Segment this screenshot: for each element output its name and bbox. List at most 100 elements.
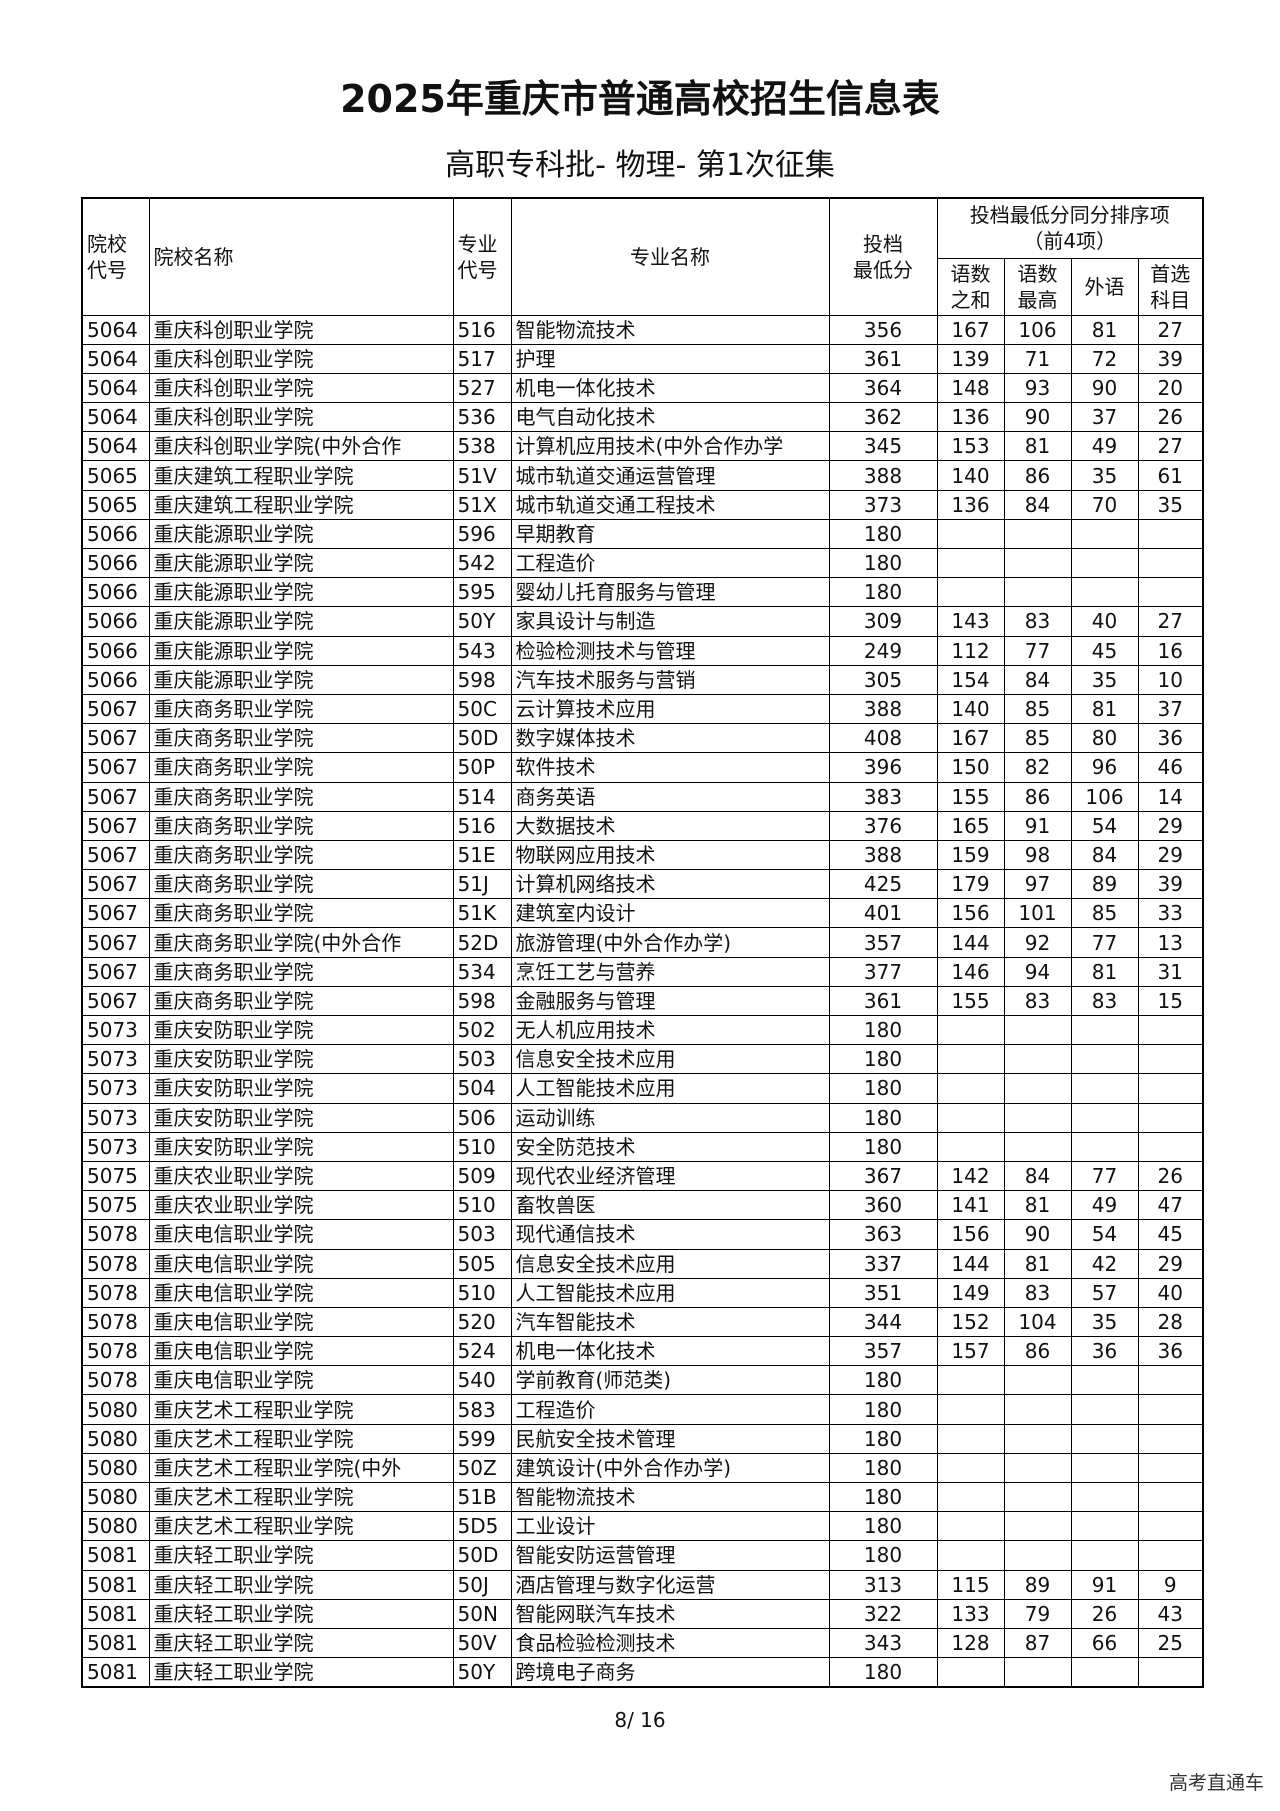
subtitle: 高职专科批- 物理- 第1次征集 — [445, 148, 835, 183]
table-cell: 重庆科创职业学院 — [148, 372, 454, 404]
table-cell — [1137, 1481, 1204, 1513]
table-cell: 40 — [1070, 606, 1139, 637]
table-cell — [1003, 1102, 1072, 1133]
table-cell: 重庆农业职业学院 — [148, 1160, 454, 1192]
table-row: 5081 重庆轻工职业学院 50N 智能网联汽车技术 322 133 79 26 43 — [81, 1598, 1204, 1629]
table-cell: 39 — [1137, 869, 1204, 900]
table-cell — [1003, 547, 1072, 579]
table-cell: 363 — [828, 1219, 938, 1250]
table-cell: 360 — [828, 1190, 938, 1221]
table-cell: 畜牧兽医 — [510, 1190, 830, 1221]
table-cell — [1070, 1014, 1139, 1046]
table-cell: 5067 — [81, 723, 150, 754]
table-cell: 361 — [828, 343, 938, 374]
table-cell: 重庆商务职业学院 — [148, 839, 454, 871]
table-cell: 337 — [828, 1248, 938, 1279]
table-cell: 524 — [452, 1336, 512, 1367]
table-cell — [1070, 1511, 1139, 1542]
table-cell: 83 — [1070, 985, 1139, 1017]
table-cell: 61 — [1137, 460, 1204, 491]
table-cell: 5066 — [81, 664, 150, 695]
table-cell: 5065 — [81, 489, 150, 520]
table-cell: 42 — [1070, 1248, 1139, 1279]
table-cell: 36 — [1137, 723, 1204, 754]
table-cell — [1003, 1014, 1072, 1046]
table-cell: 180 — [828, 1481, 938, 1513]
table-cell: 180 — [828, 1044, 938, 1075]
table-cell: 180 — [828, 1014, 938, 1046]
table-cell: 5066 — [81, 547, 150, 579]
table-cell — [1070, 1394, 1139, 1425]
table-cell: 89 — [1003, 1569, 1072, 1600]
table-cell: 20 — [1137, 372, 1204, 404]
table-cell: 516 — [452, 314, 512, 345]
table-cell — [1070, 1044, 1139, 1075]
table-cell: 机电一体化技术 — [510, 372, 830, 404]
table-cell: 现代农业经济管理 — [510, 1160, 830, 1192]
table-cell: 84 — [1003, 489, 1072, 520]
table-cell: 91 — [1003, 810, 1072, 841]
table-cell: 357 — [828, 927, 938, 958]
table-row: 5067 重庆商务职业学院 51E 物联网应用技术 388 159 98 84 29 — [81, 839, 1204, 871]
table-row: 5067 重庆商务职业学院 50D 数字媒体技术 408 167 85 80 36 — [81, 723, 1204, 754]
table-cell: 81 — [1003, 1248, 1072, 1279]
table-row: 5078 重庆电信职业学院 503 现代通信技术 363 156 90 54 45 — [81, 1219, 1204, 1250]
table-cell: 重庆科创职业学院 — [148, 314, 454, 345]
table-cell: 92 — [1003, 927, 1072, 958]
table-cell: 大数据技术 — [510, 810, 830, 841]
table-cell: 5064 — [81, 402, 150, 433]
table-cell: 425 — [828, 869, 938, 900]
table-cell: 180 — [828, 1394, 938, 1425]
table-cell: 5067 — [81, 781, 150, 812]
table-cell: 重庆商务职业学院 — [148, 985, 454, 1017]
table-cell — [1003, 1044, 1072, 1075]
table-cell: 87 — [1003, 1627, 1072, 1659]
table-row: 5064 重庆科创职业学院 516 智能物流技术 356 167 106 81 27 — [81, 314, 1204, 345]
table-cell: 机电一体化技术 — [510, 1336, 830, 1367]
table-cell: 5064 — [81, 431, 150, 462]
table-cell: 重庆能源职业学院 — [148, 635, 454, 666]
table-cell: 94 — [1003, 956, 1072, 987]
table-cell: 510 — [452, 1277, 512, 1308]
table-cell: 98 — [1003, 839, 1072, 871]
table-cell: 50C — [452, 693, 512, 725]
table-cell: 城市轨道交通运营管理 — [510, 460, 830, 491]
table-cell: 5081 — [81, 1627, 150, 1659]
table-cell: 重庆电信职业学院 — [148, 1336, 454, 1367]
table-cell: 5073 — [81, 1044, 150, 1075]
table-cell: 388 — [828, 839, 938, 871]
table-cell: 重庆能源职业学院 — [148, 518, 454, 550]
table-cell: 154 — [936, 664, 1005, 695]
table-cell: 50P — [452, 752, 512, 783]
table-cell: 重庆商务职业学院 — [148, 869, 454, 900]
table-cell: 77 — [1003, 635, 1072, 666]
table-cell: 智能网联汽车技术 — [510, 1598, 830, 1629]
table-row: 5067 重庆商务职业学院 50P 软件技术 396 150 82 96 46 — [81, 752, 1204, 783]
table-row: 5067 重庆商务职业学院 516 大数据技术 376 165 91 54 29 — [81, 810, 1204, 841]
table-cell: 50Y — [452, 1657, 512, 1688]
table-cell: 5D5 — [452, 1511, 512, 1542]
table-row: 5064 重庆科创职业学院 517 护理 361 139 71 72 39 — [81, 343, 1204, 374]
table-cell: 5067 — [81, 752, 150, 783]
table-cell: 50V — [452, 1627, 512, 1659]
table-cell: 智能安防运营管理 — [510, 1540, 830, 1571]
table-cell: 重庆电信职业学院 — [148, 1306, 454, 1338]
table-cell: 598 — [452, 985, 512, 1017]
table-cell — [936, 1657, 1005, 1688]
table-cell: 149 — [936, 1277, 1005, 1308]
table-cell: 人工智能技术应用 — [510, 1277, 830, 1308]
table-cell: 烹饪工艺与营养 — [510, 956, 830, 987]
table-cell: 食品检验检测技术 — [510, 1627, 830, 1659]
table-cell: 36 — [1070, 1336, 1139, 1367]
table-cell: 156 — [936, 1219, 1005, 1250]
table-cell: 83 — [1003, 606, 1072, 637]
table-cell: 180 — [828, 547, 938, 579]
table-cell: 51E — [452, 839, 512, 871]
table-cell: 80 — [1070, 723, 1139, 754]
table-cell: 建筑室内设计 — [510, 898, 830, 929]
table-cell: 51B — [452, 1481, 512, 1513]
table-cell: 10 — [1137, 664, 1204, 695]
table-cell: 城市轨道交通工程技术 — [510, 489, 830, 520]
table-cell: 智能物流技术 — [510, 314, 830, 345]
